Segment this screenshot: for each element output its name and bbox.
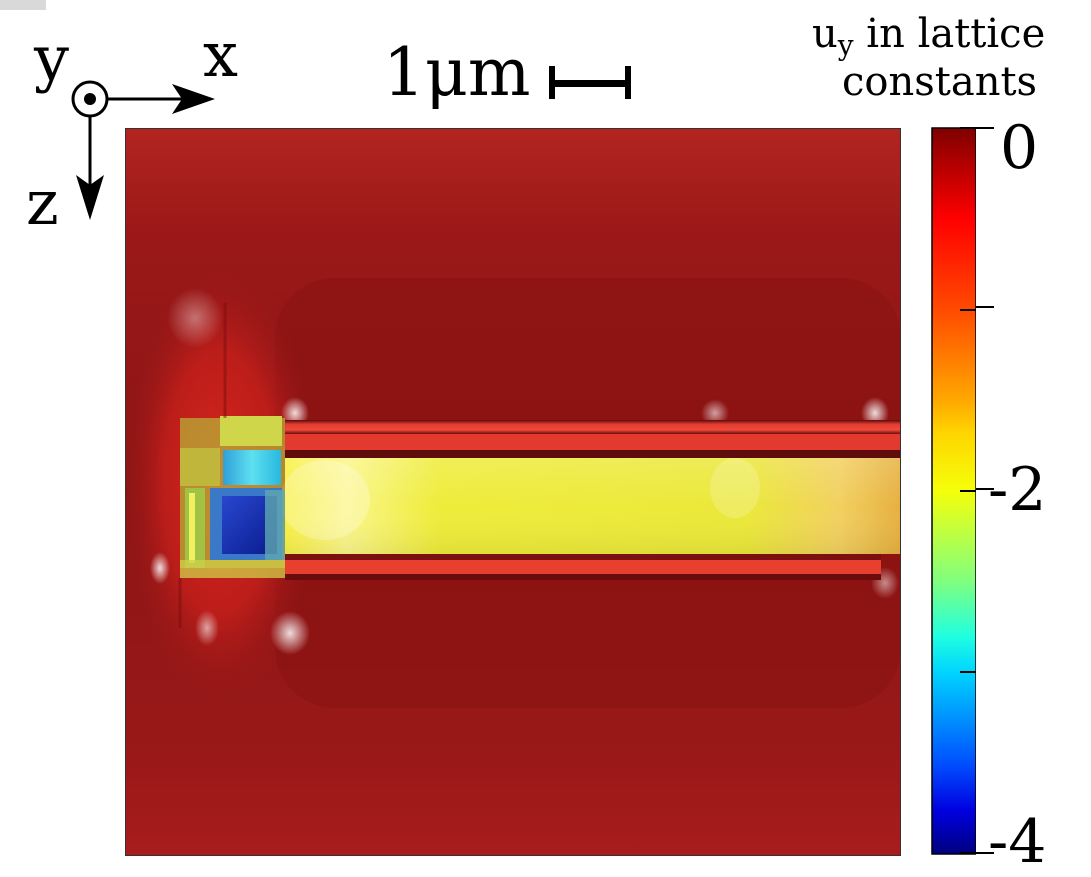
axis-y-label: y [34, 22, 70, 95]
scale-bar-label: 1μm [383, 34, 531, 111]
colorbar-tick-marks [976, 127, 994, 854]
colorbar-tick-label: -2 [988, 455, 1047, 525]
axis-x-label: x [203, 18, 238, 91]
scale-bar-icon [549, 66, 631, 99]
colorbar [930, 126, 976, 856]
colorbar-tick-label: 0 [1000, 113, 1039, 183]
colorbar-title: uy in lattice [812, 11, 1046, 62]
axis-arrows-icon [71, 80, 215, 220]
axis-z-label: z [26, 166, 59, 239]
displacement-field-image [125, 128, 901, 856]
colorbar-tick-label: -4 [988, 807, 1047, 877]
corner-tab [0, 0, 46, 10]
colorbar-title-line2: constants [842, 59, 1038, 105]
